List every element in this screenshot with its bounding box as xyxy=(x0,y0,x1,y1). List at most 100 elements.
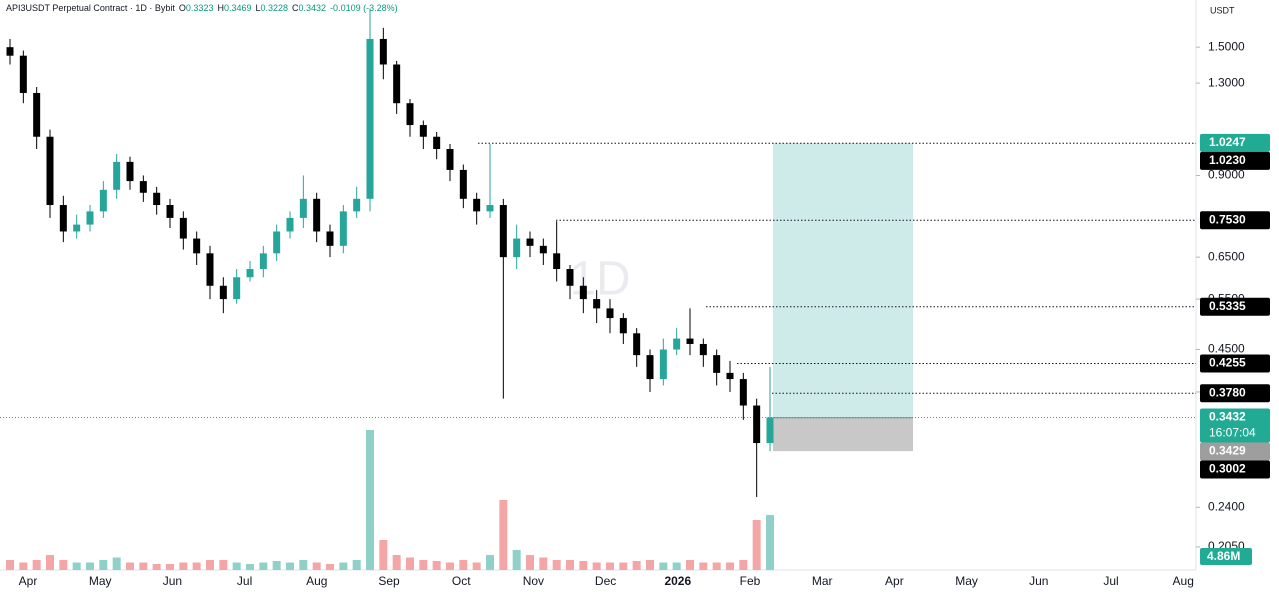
candle-body xyxy=(379,38,387,65)
volume-bar xyxy=(299,560,308,570)
volume-bar xyxy=(219,560,228,570)
volume-bar xyxy=(566,560,574,570)
volume-bar xyxy=(632,561,641,570)
candle-body xyxy=(286,217,294,232)
price-label-box xyxy=(1200,133,1270,152)
change: -0.0109 (-3.28%) xyxy=(330,3,398,13)
candle-body xyxy=(366,38,374,199)
x-tick-label: May xyxy=(89,574,112,588)
volume-bar xyxy=(99,560,108,570)
x-tick-label: Jun xyxy=(163,574,182,588)
volume-bar xyxy=(699,562,708,570)
volume-bar xyxy=(486,555,494,570)
volume-bar xyxy=(339,562,348,570)
y-tick-label: 0.4500 xyxy=(1208,342,1245,356)
ohlc-value: 0.3323 xyxy=(186,3,214,13)
x-tick-label: Feb xyxy=(740,574,761,588)
candle-body xyxy=(673,338,681,350)
volume-bar xyxy=(752,520,761,570)
header-text: API3USDT Perpetual Contract · 1D · Bybit… xyxy=(6,3,398,13)
volume-bar xyxy=(766,515,774,570)
x-tick-label: Aug xyxy=(306,574,327,588)
candle-body xyxy=(33,92,41,137)
volume-bar xyxy=(206,560,214,570)
volume-bar xyxy=(272,561,281,570)
unit-label: USDT xyxy=(1210,5,1235,15)
volume-bar xyxy=(259,562,268,570)
candle-body xyxy=(526,238,534,246)
volume-bar xyxy=(592,562,601,570)
price-label-box xyxy=(1200,408,1270,443)
candle-body xyxy=(139,181,147,193)
candle-body xyxy=(179,217,187,239)
candle-body xyxy=(473,198,481,212)
x-tick-label: Mar xyxy=(812,574,833,588)
price-label: 0.3429 xyxy=(1209,444,1246,458)
y-tick-label: 0.9000 xyxy=(1208,168,1245,182)
y-tick-label: 1.5000 xyxy=(1208,39,1245,53)
x-tick-label: Apr xyxy=(19,574,38,588)
candle-body xyxy=(419,125,427,137)
volume-bar xyxy=(232,562,241,570)
volume-bar xyxy=(726,562,734,570)
candle-body xyxy=(46,136,54,206)
volume-bar xyxy=(19,562,28,570)
volume-bar xyxy=(419,560,428,570)
price-label-box xyxy=(1200,151,1270,170)
candle-body xyxy=(633,333,641,356)
candle-body xyxy=(273,231,281,254)
volume-bar xyxy=(406,557,414,570)
price-label: 1.0247 xyxy=(1209,135,1246,149)
candle-body xyxy=(513,238,521,258)
candle-body xyxy=(486,205,494,212)
candle-body xyxy=(153,192,161,206)
x-tick-label: Oct xyxy=(452,574,471,588)
candle-body xyxy=(339,211,347,246)
candle-body xyxy=(206,253,214,286)
price-label: 0.3432 xyxy=(1209,410,1246,424)
candle-body xyxy=(619,318,627,334)
x-tick-label: Nov xyxy=(523,574,544,588)
volume-bar xyxy=(686,560,694,570)
y-tick-label: 0.2400 xyxy=(1208,500,1245,514)
x-tick-label: Dec xyxy=(595,574,616,588)
volume-bar xyxy=(392,555,401,570)
candle-body xyxy=(99,189,107,212)
ohlc-key: L xyxy=(255,3,260,13)
candle-body xyxy=(499,205,507,258)
volume-bar xyxy=(139,562,148,570)
x-tick-label: Jul xyxy=(237,574,252,588)
volume-bar xyxy=(659,562,668,570)
candle-body xyxy=(193,238,201,254)
volume-bar xyxy=(526,555,534,570)
candle-body xyxy=(233,277,241,300)
candle-body xyxy=(299,198,307,218)
x-tick-label: 2026 xyxy=(664,574,691,588)
volume-bar xyxy=(326,564,334,570)
stop-loss-zone xyxy=(773,417,913,452)
volume-bar xyxy=(6,560,14,570)
candle-body xyxy=(579,285,587,300)
x-tick-label: May xyxy=(955,574,978,588)
candle-body xyxy=(86,211,94,225)
ohlc-key: H xyxy=(217,3,224,13)
volume-bar xyxy=(606,562,614,570)
volume-bar xyxy=(192,562,201,570)
x-tick-label: Jun xyxy=(1029,574,1048,588)
candle-body xyxy=(6,47,14,56)
volume-bar xyxy=(739,560,748,570)
candle-body xyxy=(219,285,227,300)
candle-body xyxy=(433,136,441,149)
volume-bar xyxy=(112,557,121,570)
volume-bar xyxy=(46,555,54,570)
price-label-box xyxy=(1200,211,1270,230)
volume-bar xyxy=(166,564,174,570)
candle-body xyxy=(353,198,361,212)
price-label: 0.4255 xyxy=(1209,356,1246,370)
candle-body xyxy=(393,64,401,104)
y-tick-label: 1.3000 xyxy=(1208,75,1245,89)
volume-bar xyxy=(672,562,681,570)
volume-bar xyxy=(579,561,588,570)
volume-bar xyxy=(539,557,548,570)
volume-bar xyxy=(179,562,188,570)
